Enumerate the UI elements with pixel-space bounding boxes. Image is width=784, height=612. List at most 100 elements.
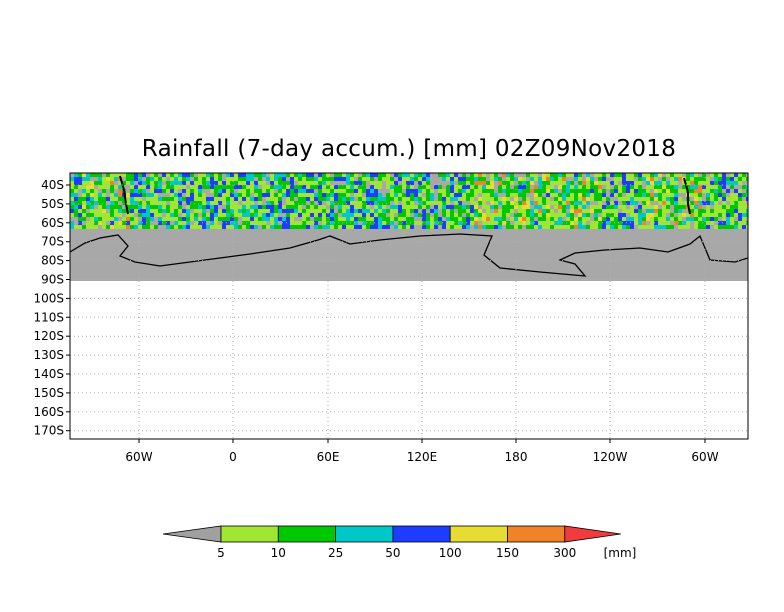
rain-cell: [294, 205, 298, 209]
rain-cell: [638, 217, 642, 221]
rain-cell: [642, 225, 646, 229]
rain-cell: [418, 193, 422, 197]
rain-cell: [190, 181, 194, 185]
rain-cell: [138, 225, 142, 229]
rain-cell: [334, 213, 338, 217]
rain-cell: [410, 189, 414, 193]
rain-cell: [466, 193, 470, 197]
rain-cell: [222, 193, 226, 197]
rain-cell: [182, 221, 186, 225]
rain-cell: [350, 197, 354, 201]
rain-cell: [426, 213, 430, 217]
rain-cell: [254, 209, 258, 213]
rain-cell: [174, 197, 178, 201]
rain-cell: [274, 225, 278, 229]
rain-cell: [598, 225, 602, 229]
rain-cell: [114, 193, 118, 197]
rain-cell: [190, 197, 194, 201]
rain-cell: [650, 177, 654, 181]
rain-cell: [210, 209, 214, 213]
rain-cell: [98, 181, 102, 185]
rain-cell: [490, 213, 494, 217]
rain-cell: [430, 201, 434, 205]
rain-cell: [82, 181, 86, 185]
rain-cell: [522, 177, 526, 181]
rain-cell: [634, 201, 638, 205]
rain-cell: [686, 225, 690, 229]
rain-cell: [402, 209, 406, 213]
rain-cell: [110, 217, 114, 221]
rain-cell: [214, 189, 218, 193]
rain-cell: [490, 189, 494, 193]
rain-cell: [250, 213, 254, 217]
rain-cell: [434, 213, 438, 217]
rain-cell: [706, 185, 710, 189]
rain-cell: [678, 173, 682, 177]
rain-cell: [578, 225, 582, 229]
rain-cell: [170, 201, 174, 205]
rain-cell: [178, 193, 182, 197]
rain-cell: [658, 213, 662, 217]
rain-cell: [218, 197, 222, 201]
x-axis: 60W 0 60E 120E 180 120W 60W: [125, 439, 719, 464]
rain-cell: [510, 189, 514, 193]
rain-cell: [502, 173, 506, 177]
rain-cell: [542, 221, 546, 225]
rain-cell: [718, 197, 722, 201]
rain-cell: [638, 221, 642, 225]
rain-cell: [410, 197, 414, 201]
rain-cell: [90, 185, 94, 189]
rain-cell: [94, 193, 98, 197]
rain-cell: [546, 201, 550, 205]
rain-cell: [594, 193, 598, 197]
rain-cell: [638, 209, 642, 213]
rain-cell: [206, 205, 210, 209]
rain-cell: [378, 221, 382, 225]
rain-cell: [318, 193, 322, 197]
rain-cell: [506, 221, 510, 225]
rain-cell: [242, 173, 246, 177]
rain-cell: [426, 217, 430, 221]
rain-cell: [178, 201, 182, 205]
rain-cell: [446, 201, 450, 205]
rain-cell: [542, 205, 546, 209]
rain-cell: [526, 201, 530, 205]
rain-cell: [554, 201, 558, 205]
rain-cell: [182, 209, 186, 213]
rain-cell: [182, 189, 186, 193]
rain-cell: [370, 173, 374, 177]
rain-cell: [90, 193, 94, 197]
rain-cell: [170, 173, 174, 177]
y-tick-label: 170S: [33, 424, 64, 438]
rain-cell: [94, 197, 98, 201]
rain-cell: [726, 189, 730, 193]
rain-cell: [518, 189, 522, 193]
rain-cell: [186, 209, 190, 213]
rain-cell: [642, 201, 646, 205]
rain-cell: [302, 181, 306, 185]
rain-cell: [166, 173, 170, 177]
rain-cell: [306, 197, 310, 201]
rain-cell: [662, 189, 666, 193]
colorbar-level-label: 150: [496, 546, 519, 560]
rain-cell: [326, 181, 330, 185]
rain-cell: [366, 177, 370, 181]
rain-cell: [602, 181, 606, 185]
rain-cell: [510, 225, 514, 229]
rain-cell: [318, 173, 322, 177]
rain-cell: [142, 201, 146, 205]
rain-cell: [214, 205, 218, 209]
rain-cell: [230, 217, 234, 221]
rain-cell: [654, 197, 658, 201]
rain-cell: [130, 193, 134, 197]
rain-cell: [214, 173, 218, 177]
rain-cell: [102, 213, 106, 217]
rain-cell: [718, 213, 722, 217]
rain-cell: [706, 221, 710, 225]
rain-cell: [706, 217, 710, 221]
rain-cell: [402, 213, 406, 217]
rain-cell: [466, 189, 470, 193]
rain-cell: [246, 189, 250, 193]
rain-cell: [654, 181, 658, 185]
rain-cell: [246, 181, 250, 185]
